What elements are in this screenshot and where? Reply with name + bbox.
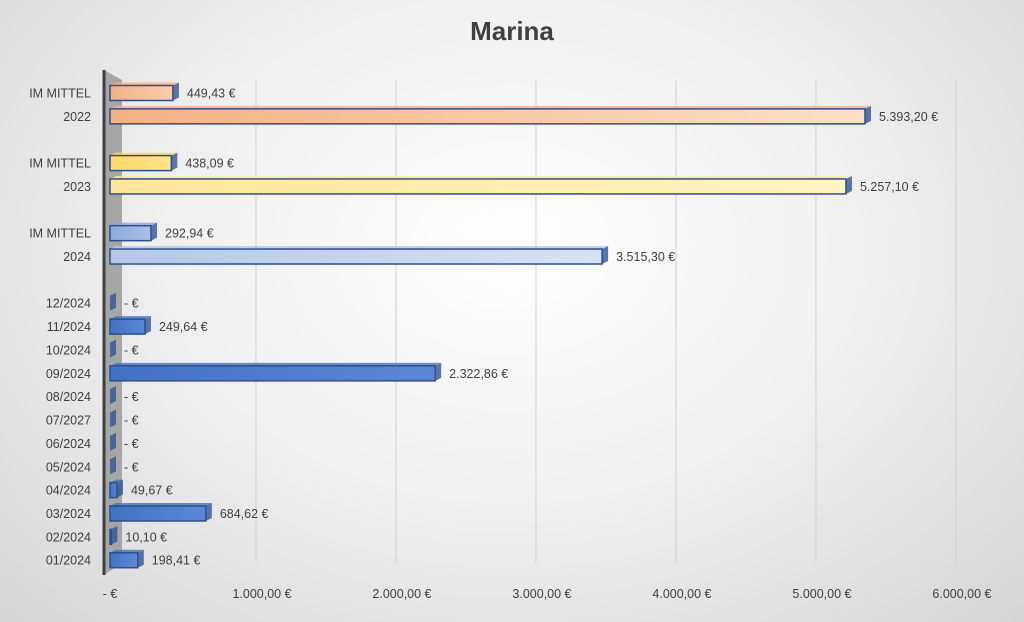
bar-side xyxy=(865,105,871,124)
bar xyxy=(109,551,139,569)
data-label: 5.393,20 € xyxy=(879,110,938,124)
bar xyxy=(109,248,603,265)
bar-side xyxy=(110,409,116,428)
category-label: 08/2024 xyxy=(46,390,91,404)
bar xyxy=(109,224,152,242)
data-label: - € xyxy=(124,343,139,357)
category-label: 10/2024 xyxy=(46,343,91,357)
bar-side xyxy=(116,479,123,498)
x-tick-label: 5.000,00 € xyxy=(792,587,851,601)
category-label: IM MITTEL xyxy=(29,227,91,241)
bar-top xyxy=(110,246,609,250)
category-label: 06/2024 xyxy=(46,437,91,451)
data-label: 249,64 € xyxy=(159,320,208,334)
x-tick-label: 6.000,00 € xyxy=(932,587,991,601)
category-label: 11/2024 xyxy=(47,320,91,334)
category-label: 04/2024 xyxy=(46,484,91,498)
bar xyxy=(109,481,118,499)
data-label: - € xyxy=(124,390,139,404)
bar xyxy=(109,365,436,382)
x-tick-label: 1.000,00 € xyxy=(232,587,291,601)
bar-side xyxy=(171,152,178,171)
category-label: IM MITTEL xyxy=(29,87,91,101)
bar xyxy=(109,154,173,172)
bar-side xyxy=(602,246,609,265)
x-tick-label: 4.000,00 € xyxy=(652,587,711,601)
bar-side xyxy=(110,456,116,475)
bar-side xyxy=(144,316,151,335)
category-label: 07/2027 xyxy=(46,414,91,428)
bar-side xyxy=(110,339,116,358)
data-label: - € xyxy=(124,297,139,311)
x-tick-label: - € xyxy=(103,587,118,601)
data-label: 49,67 € xyxy=(131,484,173,498)
data-label: 684,62 € xyxy=(220,507,269,521)
bar xyxy=(109,505,207,522)
data-label: 449,43 € xyxy=(187,87,236,101)
bar-side xyxy=(111,526,118,545)
bar-side xyxy=(110,292,116,311)
bar xyxy=(109,178,847,195)
data-label: 10,10 € xyxy=(125,530,167,544)
bar-side xyxy=(110,432,116,451)
category-label: 12/2024 xyxy=(46,297,91,311)
category-label: 02/2024 xyxy=(46,530,91,544)
bar-side xyxy=(205,502,212,521)
category-label: 03/2024 xyxy=(46,507,91,521)
bar xyxy=(109,318,146,335)
category-label: 09/2024 xyxy=(46,367,91,381)
category-label: IM MITTEL xyxy=(29,157,91,171)
data-label: - € xyxy=(124,437,139,451)
category-label: 2023 xyxy=(63,180,91,194)
bar-side xyxy=(172,82,179,101)
data-label: - € xyxy=(124,414,139,428)
category-label: 2022 xyxy=(63,110,91,124)
bar xyxy=(109,108,866,125)
data-label: 438,09 € xyxy=(185,157,234,171)
bar xyxy=(109,528,113,546)
category-label: 01/2024 xyxy=(46,554,91,568)
bar-side xyxy=(151,222,158,241)
bar-side xyxy=(435,362,442,381)
data-label: 2.322,86 € xyxy=(449,367,508,381)
chart-title: Marina xyxy=(470,16,554,46)
category-label: 2024 xyxy=(63,250,91,264)
data-label: - € xyxy=(124,460,139,474)
data-label: 198,41 € xyxy=(152,554,201,568)
category-label: 05/2024 xyxy=(46,460,91,474)
bar xyxy=(109,84,174,102)
bar-side xyxy=(110,386,116,405)
data-label: 292,94 € xyxy=(165,227,214,241)
x-tick-label: 3.000,00 € xyxy=(512,587,571,601)
x-tick-label: 2.000,00 € xyxy=(372,587,431,601)
data-label: 5.257,10 € xyxy=(860,180,919,194)
data-label: 3.515,30 € xyxy=(616,250,675,264)
bar-side xyxy=(845,175,852,194)
bar-side xyxy=(137,549,144,568)
